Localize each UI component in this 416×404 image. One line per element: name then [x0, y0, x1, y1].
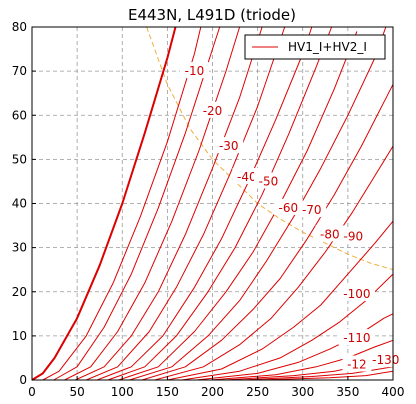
curve-label: -60	[279, 201, 299, 215]
curve-labels: -10 -20 -30 -40 -50-60 -70 -80 -90 -100 -110 -12 -1…	[180, 62, 404, 372]
curve-line	[167, 220, 394, 381]
axis-ticks: 0 50 100 150 200 250 300 350 400 0 10 20 30 40 50 60 70 8…	[12, 20, 405, 399]
curve-label-bg	[338, 329, 376, 346]
curve-label: -12	[347, 358, 367, 372]
x-tick-label: 300	[291, 385, 314, 399]
x-tick-label: 0	[28, 385, 36, 399]
curve-label-bg	[338, 284, 376, 301]
curve-line	[154, 145, 394, 381]
curve-label-bg	[232, 168, 262, 185]
y-tick-label: 80	[12, 20, 27, 34]
curve-label: -30	[219, 139, 239, 153]
x-tick-label: 250	[246, 385, 269, 399]
y-tick-label: 30	[12, 241, 27, 255]
curve-label-bg	[315, 225, 345, 242]
curve-label-bg	[338, 227, 368, 244]
x-tick-label: 200	[201, 385, 224, 399]
curve-line	[210, 339, 394, 381]
curve-line	[141, 84, 394, 381]
curve-line	[129, 26, 387, 381]
curve-label: -110	[343, 331, 370, 345]
x-tick-label: 100	[111, 385, 134, 399]
curve-label: -100	[343, 287, 370, 301]
y-tick-label: 70	[12, 64, 27, 78]
curve-line	[118, 31, 358, 381]
curve-label-bg	[273, 198, 303, 215]
curve-label-bg	[180, 62, 209, 79]
curve-line	[64, 26, 241, 381]
x-tick-label: 50	[69, 385, 84, 399]
curve-line	[75, 26, 263, 381]
curve-label-bg	[342, 355, 372, 372]
curve-label: -80	[320, 227, 340, 241]
curve-line	[31, 26, 177, 381]
y-tick-label: 50	[12, 152, 27, 166]
y-tick-label: 0	[19, 373, 27, 387]
legend-label: HV1_I+HV2_I	[288, 40, 367, 54]
y-tick-label: 20	[12, 285, 27, 299]
dissipation-curve	[146, 26, 394, 271]
curve-label-bg	[367, 351, 404, 368]
x-tick-label: 400	[382, 385, 405, 399]
x-tick-label: 350	[336, 385, 359, 399]
curve-label: -20	[203, 104, 223, 118]
curve-line	[96, 26, 313, 381]
curve-label: -130	[372, 353, 399, 367]
curve-label: -70	[302, 203, 322, 217]
legend: HV1_I+HV2_I	[244, 34, 386, 60]
curve-line	[196, 313, 394, 381]
curve-label-bg	[214, 137, 244, 154]
curve-label: -90	[343, 230, 363, 244]
chart-title: E443N, L491D (triode)	[128, 6, 296, 24]
y-tick-label: 10	[12, 329, 27, 343]
curve-label: -40	[237, 170, 257, 184]
curve-line	[241, 366, 394, 381]
curve-label: -50	[259, 174, 279, 188]
curve-label-bg	[254, 172, 283, 189]
y-tick-label: 60	[12, 108, 27, 122]
x-tick-label: 150	[156, 385, 179, 399]
curve-label-bg	[297, 201, 327, 218]
curve-line	[107, 26, 333, 381]
curve-label: -10	[185, 64, 205, 78]
grid	[32, 27, 393, 380]
y-tick-label: 40	[12, 197, 27, 211]
curve-line	[86, 26, 286, 381]
dissipation-line	[146, 26, 394, 271]
curve-label-bg	[198, 101, 227, 118]
